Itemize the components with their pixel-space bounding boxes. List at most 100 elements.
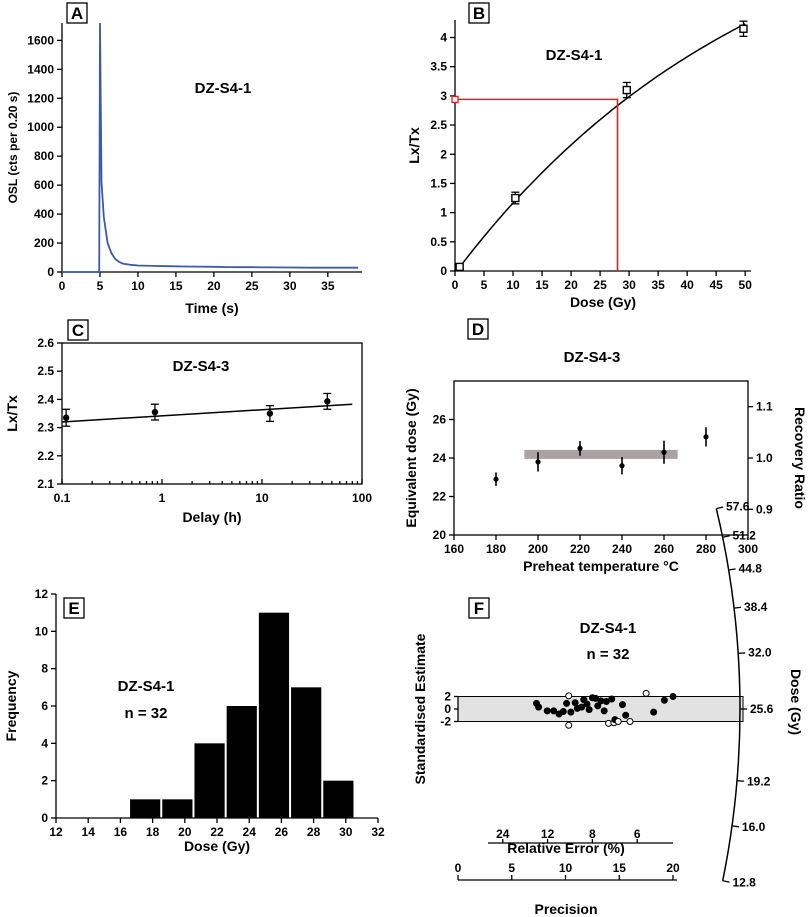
panel-d-label-box <box>467 318 489 340</box>
panel-c-fit-line <box>61 403 353 423</box>
panel-d-right-ytick-label: 0.9 <box>756 502 773 516</box>
panel-c-point <box>324 398 331 405</box>
panel-f-xtick-label: 5 <box>508 861 515 875</box>
panel-c-xtick-label: 100 <box>352 491 372 505</box>
panel-f-dose-label: 38.4 <box>744 600 768 614</box>
panel-f-point <box>622 711 630 719</box>
panel-f-label: F <box>474 599 484 618</box>
panel-f-point <box>571 699 579 707</box>
panel-b-xtick-label: 40 <box>680 278 694 292</box>
panel-b-xtick-label: 35 <box>651 278 665 292</box>
panel-a-sample-label: DZ-S4-1 <box>195 80 252 97</box>
panel-d-point <box>535 459 541 465</box>
panel-e-ytick-label: 4 <box>41 736 48 750</box>
panel-d-xtick-label: 240 <box>612 542 632 556</box>
panel-a-ytick-label: 1000 <box>27 120 54 134</box>
panel-f-n-label: n = 32 <box>587 646 630 663</box>
panel-e-xtick-label: 26 <box>275 825 289 839</box>
panel-f-point <box>535 703 543 711</box>
panel-a-ytick-label: 800 <box>34 149 54 163</box>
panel-f-point <box>578 703 586 711</box>
panel-e-ylabel: Frequency <box>3 670 19 741</box>
panel-b-point <box>622 85 631 95</box>
panel-d-xtick-label: 280 <box>696 542 716 556</box>
panel-f-point-open <box>565 721 573 729</box>
panel-f-dose-tick <box>722 880 730 883</box>
panel-e-ytick-label: 6 <box>41 699 48 713</box>
panel-c-label: C <box>72 321 84 340</box>
panel-f-dose-label: 44.8 <box>739 561 763 575</box>
panel-e-bar <box>323 780 354 818</box>
panel-b-xtick-label: 5 <box>481 278 488 292</box>
panel-c-ytick-label: 2.4 <box>37 392 54 406</box>
panel-f-dose-tick <box>728 568 736 571</box>
panel-e-xtick-label: 30 <box>339 825 353 839</box>
panel-f-point <box>550 707 558 715</box>
panel-a-ytick-label: 1600 <box>27 33 54 47</box>
panel-f-dose-tick <box>716 506 724 510</box>
panel-b-sample-label: DZ-S4-1 <box>546 47 603 64</box>
panel-a-xtick-label: 15 <box>169 279 183 293</box>
panel-f-ytick-label: 2 <box>444 690 451 704</box>
panel-b-xlabel: Dose (Gy) <box>570 294 636 310</box>
panel-b-xtick-label: 15 <box>535 278 549 292</box>
panel-f-point <box>543 707 551 715</box>
panel-f-sample-label: DZ-S4-1 <box>580 620 637 637</box>
panel-f-point <box>660 696 668 704</box>
panel-e-xtick-label: 22 <box>210 825 224 839</box>
panel-f-ytick-label: -2 <box>440 715 451 729</box>
panel-d-xtick-label: 220 <box>570 542 590 556</box>
panel-a-xtick-label: 35 <box>321 279 335 293</box>
panel-b-point <box>455 262 464 272</box>
panel-f-point-open <box>642 689 650 697</box>
panel-a-xlabel: Time (s) <box>185 300 238 316</box>
panel-f-ytick-label: 0 <box>444 702 451 716</box>
panel-e-xtick-label: 14 <box>82 825 96 839</box>
panel-a-xtick-label: 0 <box>59 279 66 293</box>
panel-d-right-ytick-label: 1.0 <box>756 451 773 465</box>
panel-f-relerr-label: 8 <box>589 827 596 841</box>
panel-f-point <box>563 699 571 707</box>
panel-e-xtick-label: 24 <box>243 825 257 839</box>
panel-f-dose-arc <box>715 508 741 881</box>
panel-c-ytick-label: 2.1 <box>37 477 54 491</box>
panel-e-bar <box>162 799 193 818</box>
panel-f-dose-label: 25.6 <box>750 702 774 716</box>
panel-e-ytick-label: 8 <box>41 662 48 676</box>
panel-f-point <box>669 693 677 700</box>
panel-e-label: E <box>68 599 79 618</box>
panel-a-xtick-label: 5 <box>97 279 104 293</box>
panel-b-xtick-label: 10 <box>506 278 520 292</box>
panel-f-point <box>583 700 591 708</box>
panel-c-ytick-label: 2.5 <box>37 364 54 378</box>
panel-f-relerr-label: 12 <box>541 827 555 841</box>
panel-f-point <box>600 707 608 715</box>
panel-d-sample-label: DZ-S4-3 <box>564 349 621 366</box>
panel-b-ytick-label: 1 <box>440 206 447 220</box>
panel-f-xtick-label: 20 <box>666 861 680 875</box>
panel-e-n-label: n = 32 <box>125 705 168 722</box>
panel-b-label: B <box>473 4 485 23</box>
panel-f-dose-tick <box>722 535 730 538</box>
panel-f-dose-label: 32.0 <box>748 646 772 660</box>
panel-b-ytick-label: 2 <box>440 147 447 161</box>
panel-c-point <box>62 414 70 421</box>
panel-d-point <box>493 476 499 482</box>
panel-c-ylabel: Lx/Tx <box>4 395 20 432</box>
panel-b-ylabel: Lx/Tx <box>406 127 422 164</box>
panel-b-xtick-label: 30 <box>622 278 636 292</box>
panel-e-xtick-label: 12 <box>49 825 63 839</box>
panel-d-y2label: Recovery Ratio <box>792 407 808 509</box>
panel-e-ytick-label: 2 <box>41 774 48 788</box>
panel-a-ytick-label: 0 <box>47 265 54 279</box>
panel-f-arc-label: Dose (Gy) <box>788 669 804 735</box>
panel-b-ytick-label: 0 <box>440 264 447 278</box>
panel-f-dose-label: 19.2 <box>747 774 771 788</box>
panel-b-xtick-label: 45 <box>709 278 723 292</box>
panel-f-point-open <box>614 718 622 725</box>
panel-c-xlabel: Delay (h) <box>182 509 241 525</box>
panel-b-xtick-label: 0 <box>452 278 459 292</box>
panel-b-point <box>511 193 520 203</box>
panel-a-ytick-label: 600 <box>34 178 54 192</box>
